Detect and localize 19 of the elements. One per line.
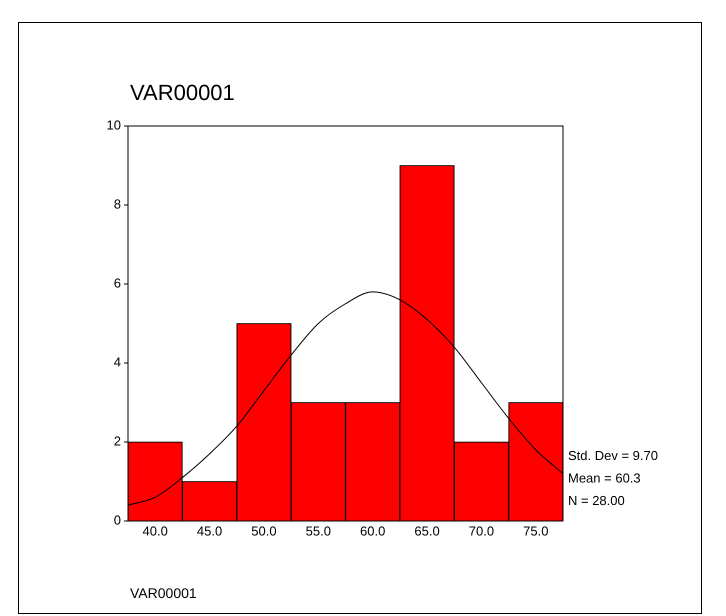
x-tick-label: 75.0 bbox=[523, 523, 548, 538]
x-tick-label: 65.0 bbox=[414, 523, 440, 538]
y-tick-label: 4 bbox=[114, 354, 121, 370]
text: N = 28.00 bbox=[568, 493, 625, 508]
x-tick-label: 70.0 bbox=[468, 523, 494, 538]
y-tick-label: 2 bbox=[114, 434, 121, 449]
text: Std. Dev = 9.70 bbox=[568, 448, 658, 463]
x-tick-label: 50.0 bbox=[251, 523, 277, 538]
x-tick-label: 55.0 bbox=[306, 523, 331, 538]
y-tick-label: 10 bbox=[106, 118, 121, 133]
y-tick-label: 0 bbox=[114, 512, 121, 528]
x-tick-label: 40.0 bbox=[142, 523, 168, 538]
text: Mean = 60.3 bbox=[568, 470, 641, 486]
x-tick-label: 60.0 bbox=[360, 523, 386, 538]
y-tick-label: 6 bbox=[114, 276, 121, 291]
chart-title: VAR00001 bbox=[130, 80, 235, 105]
x-axis-title: VAR00001 bbox=[130, 585, 197, 601]
y-tick-label: 8 bbox=[114, 196, 121, 212]
x-tick-label: 45.0 bbox=[196, 523, 222, 538]
